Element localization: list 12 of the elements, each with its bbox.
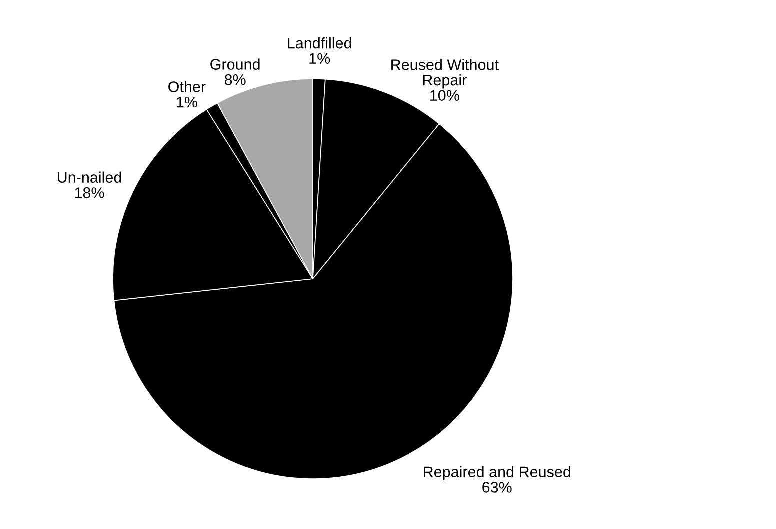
data-label: 10% bbox=[430, 90, 460, 102]
data-label: 18% bbox=[75, 188, 104, 198]
data-label: 1% bbox=[310, 53, 330, 64]
slice-label: Reused Without Repair bbox=[392, 59, 499, 89]
slice-label: Ground bbox=[210, 58, 260, 70]
slice-label: Other bbox=[168, 81, 206, 92]
data-label: 63% bbox=[482, 482, 512, 493]
slice-label: Un-nailed bbox=[58, 172, 122, 184]
data-label: 1% bbox=[177, 96, 198, 108]
slice-label: Landfilled bbox=[288, 38, 352, 49]
slice-label: Repaired and Reused bbox=[424, 466, 570, 481]
data-label: 8% bbox=[224, 74, 246, 86]
